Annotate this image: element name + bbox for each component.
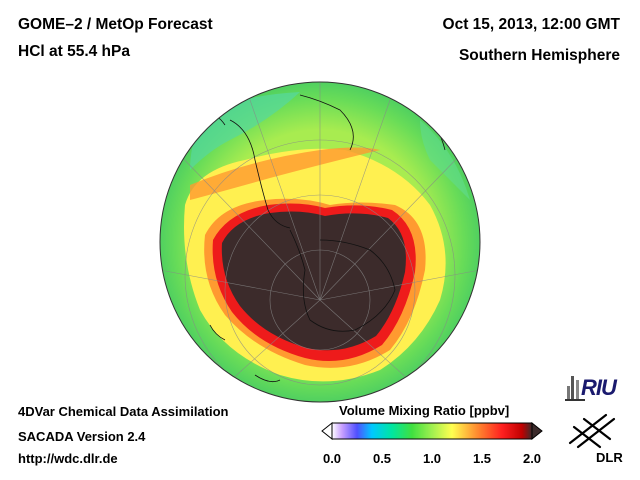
graticule xyxy=(160,82,480,402)
cyan-patch-east xyxy=(420,120,470,200)
colorbar-tick: 2.0 xyxy=(522,451,542,466)
footer-method: 4DVar Chemical Data Assimilation xyxy=(18,404,229,419)
title-line-2: HCl at 55.4 hPa xyxy=(18,43,130,60)
dlr-logo-icon xyxy=(568,413,616,449)
colorbar-ramp xyxy=(331,422,533,440)
colorbar-tick: 1.0 xyxy=(422,451,442,466)
riu-logo-text: RIU xyxy=(581,375,617,400)
globe-outline xyxy=(159,81,481,403)
orange-streak xyxy=(190,147,380,200)
colorbar-right-arrow xyxy=(531,421,543,441)
colorbar-tick: 1.5 xyxy=(472,451,492,466)
title-line-1: GOME–2 / MetOp Forecast xyxy=(18,16,213,33)
colorbar-left-arrow xyxy=(321,421,333,441)
forecast-datetime: Oct 15, 2013, 12:00 GMT xyxy=(442,16,620,33)
colorbar-title: Volume Mixing Ratio [ppbv] xyxy=(339,403,510,418)
region-label: Southern Hemisphere xyxy=(458,47,620,64)
colorbar-tick: 0.0 xyxy=(322,451,342,466)
dlr-logo-text: DLR xyxy=(596,450,623,465)
colorbar xyxy=(321,421,543,441)
colorbar-tick: 0.5 xyxy=(372,451,392,466)
footer-url[interactable]: http://wdc.dlr.de xyxy=(18,451,118,466)
riu-logo-icon xyxy=(565,376,585,401)
footer-version: SACADA Version 2.4 xyxy=(18,429,146,444)
